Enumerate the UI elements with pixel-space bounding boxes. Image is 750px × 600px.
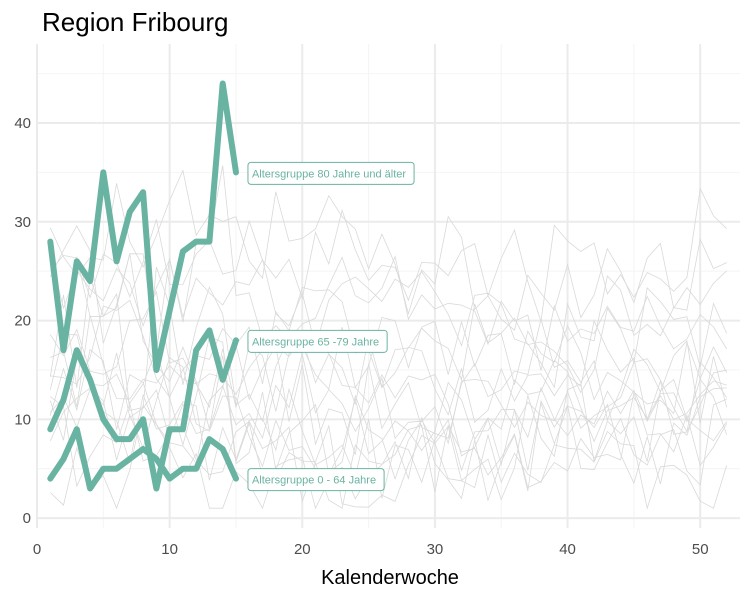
y-tick-label: 0 [23,510,31,527]
background-line [49,237,727,389]
background-line [50,387,727,499]
series-label: Altersgruppe 65 -79 Jahre [247,329,388,353]
background-line [50,286,728,435]
background-line [50,314,728,415]
series-labels: Altersgruppe 80 Jahre und älter Altersgru… [247,161,415,492]
highlight-lines [47,80,239,492]
background-line [49,165,728,371]
x-tick-label: 0 [33,541,41,558]
background-line [49,169,727,322]
x-axis-title: Kalenderwoche [321,567,459,589]
series-line [47,327,239,492]
series-line [47,80,239,373]
y-tick-label: 40 [14,115,31,132]
series-label: Altersgruppe 0 - 64 Jahre [247,468,385,492]
x-tick-label: 40 [559,541,576,558]
series-label: Altersgruppe 80 Jahre und älter [247,161,415,185]
series-line [47,426,239,492]
background-line [49,208,727,331]
series-label-box [247,161,415,185]
series-label-text: Altersgruppe 80 Jahre und älter [252,168,406,180]
y-axis-ticks: 0 10 20 30 40 [14,115,31,527]
series-label-box [247,329,388,353]
background-line [49,253,728,475]
x-tick-label: 30 [427,541,444,558]
series-label-text: Altersgruppe 0 - 64 Jahre [252,475,376,487]
chart-title: Region Fribourg [42,7,228,37]
y-tick-label: 10 [14,411,31,428]
y-tick-label: 30 [14,214,31,231]
x-tick-label: 50 [692,541,709,558]
background-line [49,333,728,510]
x-tick-label: 20 [294,541,311,558]
background-lines [49,165,728,510]
series-label-text: Altersgruppe 65 -79 Jahre [252,336,379,348]
background-line [49,357,728,501]
background-line [49,318,728,455]
y-tick-label: 20 [14,313,31,330]
x-axis-ticks: 0 10 20 30 40 50 [33,541,709,558]
series-label-box [247,468,385,492]
background-line [50,398,727,510]
x-tick-label: 10 [161,541,178,558]
background-line [49,343,727,466]
